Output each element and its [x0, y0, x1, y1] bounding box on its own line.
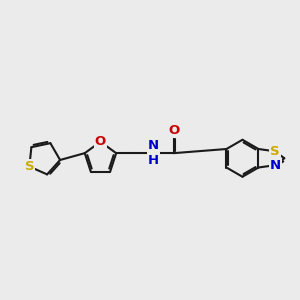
- Text: S: S: [270, 145, 280, 158]
- Text: S: S: [25, 160, 34, 173]
- Text: O: O: [95, 135, 106, 148]
- Text: N
H: N H: [148, 139, 159, 167]
- Text: O: O: [168, 124, 179, 137]
- Text: N: N: [270, 159, 281, 172]
